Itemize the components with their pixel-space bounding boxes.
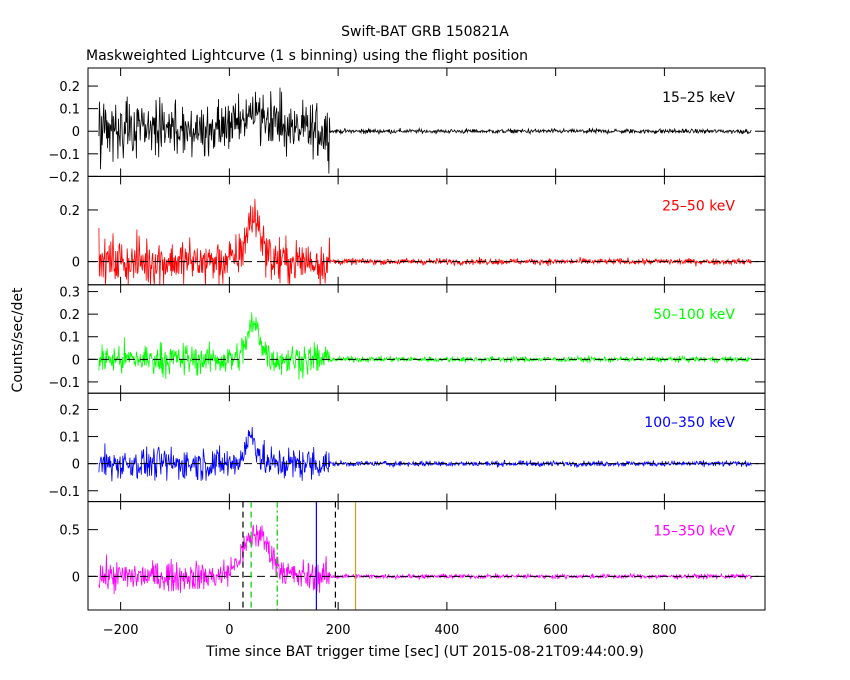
y-tick-label: 0.5 [59,524,80,539]
y-tick-label: −0.1 [48,148,80,163]
x-tick-label: 200 [326,623,351,638]
y-tick-label: 0.1 [59,431,80,446]
series-line [98,427,752,482]
y-tick-label: 0 [72,125,80,140]
panel-1: −0.2 −0.1 0 0.1 0.2 15–25 keV [48,67,766,185]
y-tick-label: 0.2 [59,204,80,219]
series-line [98,198,752,285]
y-tick-label: 0.2 [59,403,80,418]
x-axis-label: Time since BAT trigger time [sec] (UT 20… [205,644,644,660]
panel-frame [87,67,766,177]
x-tick-label: 400 [434,623,459,638]
y-axis-label: Counts/sec/det [10,287,26,392]
series-line [98,312,752,380]
y-tick-label: 0.1 [59,331,80,346]
panel-frame [87,284,766,394]
energy-band-label: 25–50 keV [662,198,735,214]
series-line [98,524,752,595]
panel-frame [87,175,766,286]
chart-title: Swift-BAT GRB 150821A [341,24,509,40]
x-tick-label: −200 [103,623,139,638]
y-tick-label: 0 [72,353,80,368]
y-tick-label: 0.3 [59,286,80,301]
panel-frame [87,392,766,503]
panel-3: −0.1 0 0.1 0.2 0.3 50–100 keV [48,284,766,394]
x-tick-label: 800 [652,623,677,638]
panel-4: −0.1 0 0.1 0.2 100–350 keV [48,392,766,503]
energy-band-label: 100–350 keV [644,415,735,431]
y-tick-label: 0 [72,458,80,473]
y-tick-label: 0.2 [59,308,80,323]
energy-band-label: 15–25 keV [662,90,735,106]
series-line [98,87,752,174]
y-tick-label: −0.1 [48,376,80,391]
x-tick-label: 600 [543,623,568,638]
y-tick-label: −0.1 [48,485,80,500]
y-tick-label: 0.2 [59,80,80,95]
panel-5: 0 0.5 15–350 keV [59,501,766,611]
energy-band-label: 15–350 keV [653,524,735,540]
y-tick-label: −0.2 [48,170,80,185]
chart-subtitle: Maskweighted Lightcurve (1 s binning) us… [86,48,528,64]
y-tick-label: 0 [72,570,80,585]
y-tick-label: 0.1 [59,103,80,118]
y-tick-label: 0 [72,256,80,271]
panel-2: 0 0.2 25–50 keV [59,175,766,286]
x-tick-label: 0 [225,623,233,638]
panel-frame [87,501,766,611]
energy-band-label: 50–100 keV [653,307,735,323]
panels-group: −0.2 −0.1 0 0.1 0.2 15–25 keV 0 0.2 25–50 keV −0.… [48,67,766,638]
